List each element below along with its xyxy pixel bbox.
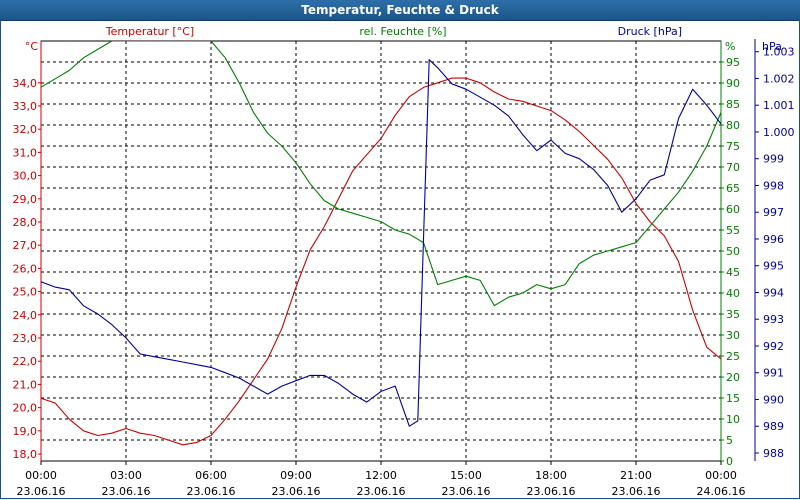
x-tick-time: 03:00 <box>110 469 142 482</box>
x-tick-time: 00:00 <box>705 469 737 482</box>
humidity-tick-label: 45 <box>726 266 740 279</box>
humidity-line <box>41 41 721 307</box>
humidity-tick-label: 85 <box>726 98 740 111</box>
temperature-tick-label: 34,0 <box>13 77 38 90</box>
x-tick-time: 21:00 <box>620 469 652 482</box>
humidity-tick-label: 55 <box>726 224 740 237</box>
temperature-tick-label: 33,0 <box>13 100 38 113</box>
humidity-tick-label: 20 <box>726 371 740 384</box>
humidity-tick-label: 5 <box>726 434 733 447</box>
pressure-line <box>41 59 721 427</box>
pressure-unit-label: hPa <box>762 40 782 53</box>
pressure-tick-label: 993 <box>763 313 784 326</box>
temperature-tick-label: 22,0 <box>13 355 38 368</box>
pressure-tick-label: 1.002 <box>763 72 795 85</box>
humidity-axis-title: rel. Feuchte [%] <box>359 25 446 38</box>
humidity-tick-label: 80 <box>726 119 740 132</box>
x-tick-date: 23.06.16 <box>17 485 66 498</box>
temperature-tick-label: 32,0 <box>13 123 38 136</box>
pressure-tick-label: 1.001 <box>763 99 795 112</box>
x-tick-date: 23.06.16 <box>442 485 491 498</box>
pressure-tick-label: 991 <box>763 367 784 380</box>
pressure-tick-label: 996 <box>763 233 784 246</box>
pressure-tick-label: 990 <box>763 393 784 406</box>
humidity-tick-label: 15 <box>726 392 740 405</box>
pressure-tick-label: 997 <box>763 206 784 219</box>
x-tick-date: 24.06.16 <box>697 485 746 498</box>
temperature-tick-label: 18,0 <box>13 448 38 461</box>
pressure-tick-label: 999 <box>763 153 784 166</box>
temperature-tick-label: 30,0 <box>13 170 38 183</box>
humidity-unit-label: % <box>725 40 735 53</box>
pressure-tick-label: 994 <box>763 286 784 299</box>
humidity-tick-label: 0 <box>726 455 733 468</box>
humidity-tick-label: 40 <box>726 287 740 300</box>
humidity-tick-label: 35 <box>726 308 740 321</box>
x-tick-date: 23.06.16 <box>527 485 576 498</box>
x-tick-date: 23.06.16 <box>357 485 406 498</box>
axes: Temperatur [°C] rel. Feuchte [%] Druck [… <box>13 25 795 498</box>
temperature-tick-label: 27,0 <box>13 239 38 252</box>
temperature-tick-label: 24,0 <box>13 309 38 322</box>
temperature-tick-label: 20,0 <box>13 402 38 415</box>
x-tick-time: 18:00 <box>535 469 567 482</box>
pressure-tick-label: 1.003 <box>763 46 795 59</box>
x-tick-time: 15:00 <box>450 469 482 482</box>
x-tick-time: 00:00 <box>25 469 57 482</box>
pressure-tick-label: 988 <box>763 447 784 460</box>
temperature-tick-label: 25,0 <box>13 286 38 299</box>
x-tick-date: 23.06.16 <box>102 485 151 498</box>
pressure-tick-label: 989 <box>763 420 784 433</box>
temperature-tick-label: 19,0 <box>13 425 38 438</box>
pressure-axis-title: Druck [hPa] <box>618 25 682 38</box>
chart-title: Temperatur, Feuchte & Druck <box>0 0 800 21</box>
x-tick-time: 09:00 <box>280 469 312 482</box>
temperature-axis-title: Temperatur [°C] <box>105 25 194 38</box>
temperature-line <box>41 77 721 446</box>
humidity-tick-label: 60 <box>726 203 740 216</box>
temperature-tick-label: 26,0 <box>13 262 38 275</box>
pressure-tick-label: 995 <box>763 260 784 273</box>
series <box>41 41 721 446</box>
x-tick-date: 23.06.16 <box>187 485 236 498</box>
pressure-tick-label: 998 <box>763 179 784 192</box>
humidity-tick-label: 90 <box>726 77 740 90</box>
x-tick-time: 12:00 <box>365 469 397 482</box>
grid <box>40 40 722 465</box>
humidity-tick-label: 75 <box>726 140 740 153</box>
x-tick-date: 23.06.16 <box>612 485 661 498</box>
humidity-tick-label: 10 <box>726 413 740 426</box>
temperature-tick-label: 23,0 <box>13 332 38 345</box>
temperature-tick-label: 31,0 <box>13 146 38 159</box>
temperature-tick-label: 29,0 <box>13 193 38 206</box>
humidity-tick-label: 25 <box>726 350 740 363</box>
x-tick-date: 23.06.16 <box>272 485 321 498</box>
temperature-tick-label: 21,0 <box>13 378 38 391</box>
humidity-tick-label: 50 <box>726 245 740 258</box>
pressure-tick-label: 1.000 <box>763 126 795 139</box>
x-tick-time: 06:00 <box>195 469 227 482</box>
humidity-tick-label: 70 <box>726 161 740 174</box>
humidity-tick-label: 30 <box>726 329 740 342</box>
temperature-tick-label: 28,0 <box>13 216 38 229</box>
temperature-unit-label: °C <box>25 40 39 53</box>
pressure-tick-label: 992 <box>763 340 784 353</box>
humidity-tick-label: 65 <box>726 182 740 195</box>
humidity-tick-label: 95 <box>726 56 740 69</box>
